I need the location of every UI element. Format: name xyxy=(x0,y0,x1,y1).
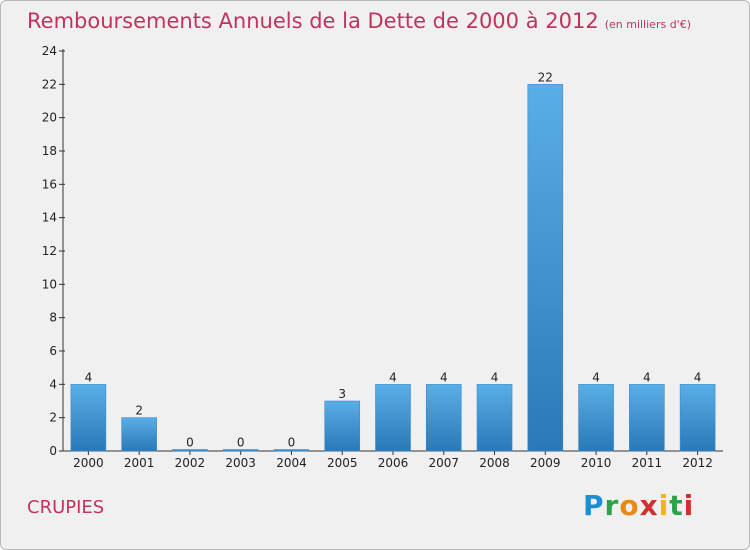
data-label-2001: 2 xyxy=(135,404,143,418)
data-label-2011: 4 xyxy=(643,370,651,384)
bar-2010 xyxy=(578,384,614,452)
y-tick-label: 24 xyxy=(42,44,57,58)
logo-letter: t xyxy=(669,489,684,522)
data-label-2005: 3 xyxy=(338,387,346,401)
data-label-2000: 4 xyxy=(85,370,93,384)
x-tick-label: 2010 xyxy=(581,456,612,470)
x-tick-label: 2009 xyxy=(530,456,561,470)
chart-title: Remboursements Annuels de la Dette de 20… xyxy=(27,9,691,33)
x-tick-label: 2001 xyxy=(124,456,155,470)
bar-2000 xyxy=(70,384,107,452)
logo-letter: i xyxy=(658,489,670,522)
bar-2009 xyxy=(527,84,564,452)
bar-2001 xyxy=(121,417,157,452)
y-tick-label: 0 xyxy=(49,444,57,458)
data-label-2010: 4 xyxy=(592,370,600,384)
x-tick-label: 2003 xyxy=(225,456,256,470)
y-tick-label: 2 xyxy=(49,411,57,425)
x-tick-label: 2008 xyxy=(479,456,510,470)
data-label-2002: 0 xyxy=(186,436,194,450)
data-label-2007: 4 xyxy=(440,370,448,384)
y-tick-label: 22 xyxy=(42,77,57,91)
x-tick-label: 2004 xyxy=(276,456,307,470)
data-labels: 4 2 0 0 0 3 4 4 4 22 4 4 4 xyxy=(85,70,702,449)
data-label-2009: 22 xyxy=(538,70,553,84)
x-tick-label: 2000 xyxy=(73,456,104,470)
y-tick-label: 4 xyxy=(49,377,57,391)
data-label-2003: 0 xyxy=(237,436,245,450)
bar-2005 xyxy=(324,400,361,452)
data-label-2006: 4 xyxy=(389,370,397,384)
logo-letter: o xyxy=(619,489,640,522)
y-tick-label: 20 xyxy=(42,111,57,125)
y-tick-label: 6 xyxy=(49,344,57,358)
x-tick-label: 2011 xyxy=(632,456,663,470)
chart-unit: (en milliers d'€) xyxy=(604,18,691,31)
logo-letter: P xyxy=(583,489,605,522)
logo-letter: r xyxy=(604,489,620,522)
bars xyxy=(70,84,716,452)
proxiti-logo: Proxiti xyxy=(583,489,694,522)
chart-title-text: Remboursements Annuels de la Dette de 20… xyxy=(27,9,599,33)
y-tick-label: 18 xyxy=(42,144,57,158)
y-tick-label: 8 xyxy=(49,311,57,325)
data-label-2008: 4 xyxy=(491,370,499,384)
x-tick-label: 2002 xyxy=(175,456,206,470)
bar-2011 xyxy=(629,384,665,452)
y-tick-label: 10 xyxy=(42,277,57,291)
y-tick-label: 16 xyxy=(42,177,57,191)
bar-2003 xyxy=(222,449,259,452)
place-name: CRUPIES xyxy=(27,497,105,518)
logo-letter: i xyxy=(683,489,695,522)
x-tick-label: 2007 xyxy=(428,456,459,470)
y-tick-label: 14 xyxy=(42,211,57,225)
bar-2004 xyxy=(273,449,310,452)
data-label-2012: 4 xyxy=(694,370,702,384)
data-label-2004: 0 xyxy=(288,436,296,450)
x-tick-label: 2005 xyxy=(327,456,358,470)
bar-2007 xyxy=(425,384,462,452)
bar-2006 xyxy=(375,384,411,452)
bar-2002 xyxy=(172,449,208,452)
bar-2012 xyxy=(679,384,716,452)
x-tick-label: 2006 xyxy=(378,456,409,470)
bar-2008 xyxy=(476,384,513,452)
y-tick-label: 12 xyxy=(42,244,57,258)
x-tick-label: 2012 xyxy=(682,456,713,470)
logo-letter: x xyxy=(639,489,659,522)
